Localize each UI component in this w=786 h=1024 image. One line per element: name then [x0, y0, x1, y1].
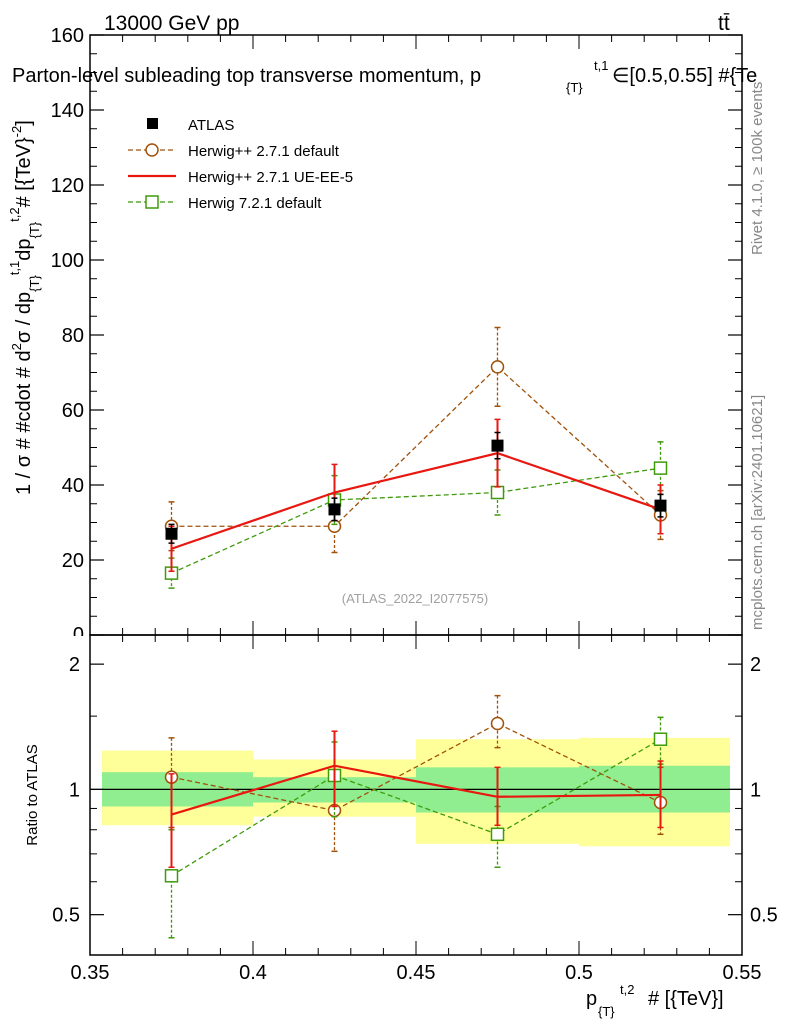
ratio-xtick-label: 0.55 [723, 962, 762, 984]
ratio-xtick-label: 0.5 [565, 962, 593, 984]
main-point-atlas [328, 503, 341, 516]
legend-marker-herwig-default [145, 143, 159, 157]
ratio-series-herwig-2-7-1-ue-ee-5 [168, 730, 664, 869]
x-axis-label: p {T} t,2 # [{TeV}] [586, 982, 724, 1019]
ratio-ytick-label: 0.5 [52, 905, 80, 927]
main-ylabel: 1 / σ # #cdot # d2σ / dp{T}t,1dp{T}t,2# … [7, 120, 42, 495]
ylabel-part: {T} [27, 221, 42, 238]
ylabel-part: t,2 [7, 207, 22, 221]
ylabel-part: σ / dp [13, 292, 35, 343]
process-label: tt̄ [718, 12, 730, 35]
legend-marker-atlas [147, 118, 158, 129]
ratio-ytick-label: 2 [69, 654, 80, 676]
main-point-herwig-7-2-1-default [653, 461, 668, 475]
xlabel-tail: # [{TeV}] [648, 988, 724, 1010]
ratio-point-herwig-7-2-1-default [164, 869, 179, 883]
title-sub: {T} [566, 80, 583, 95]
main-series-herwig-2-7-1-default [164, 326, 668, 554]
ratio-line-herwig-2-7-1-ue-ee-5 [171, 764, 661, 816]
ratio-xtick-label: 0.45 [397, 962, 436, 984]
rivet-label: Rivet 4.1.0, ≥ 100k events [749, 82, 766, 255]
main-line-herwig-2-7-1-ue-ee-5 [171, 451, 661, 550]
main-ytick-label: 100 [51, 250, 84, 272]
ratio-ytick-label-right: 1 [750, 779, 761, 801]
ratio-point-herwig-2-7-1-default [490, 716, 505, 731]
xlabel-main: p [586, 988, 597, 1010]
ylabel-part: 1 / σ # #cdot # d [13, 350, 35, 495]
mcplots-label: mcplots.cern.ch [arXiv:2401.10621] [749, 395, 766, 630]
title-sup: t,1 [594, 58, 608, 73]
main-point-atlas [165, 527, 178, 540]
xlabel-sup: t,2 [620, 982, 634, 997]
main-point-herwig-2-7-1-default [490, 360, 505, 374]
main-series-herwig-7-2-1-default [164, 441, 668, 589]
main-ytick-label: 20 [62, 550, 84, 572]
ratio-ylabel: Ratio to ATLAS [24, 744, 41, 845]
ylabel-part: # [{TeV} [13, 137, 35, 207]
title-tail: ∈[0.5,0.55] #{Te [612, 65, 757, 87]
main-ytick-label: 80 [62, 325, 84, 347]
ylabel-part: -2 [9, 126, 24, 138]
main-panel-series [164, 326, 668, 589]
ylabel-part: dp [13, 238, 35, 260]
legend-marker-herwig721 [145, 195, 159, 209]
ratio-panel-series [164, 694, 668, 939]
ratio-bands [90, 737, 742, 847]
ratio-ytick-label-right: 0.5 [750, 905, 778, 927]
main-series-herwig-2-7-1-ue-ee-5 [168, 418, 664, 572]
main-point-herwig-7-2-1-default [490, 485, 505, 500]
ratio-ytick-label: 1 [69, 779, 80, 801]
zero-label-mask [60, 636, 89, 648]
ylabel-part: ] [13, 120, 35, 126]
main-ytick-label-zero: 0 [73, 624, 84, 646]
xlabel-sub: {T} [598, 1004, 615, 1019]
ratio-ytick-label-right: 2 [750, 654, 761, 676]
ratio-point-herwig-7-2-1-default [653, 732, 668, 746]
analysis-watermark: (ATLAS_2022_I2077575) [342, 591, 488, 606]
main-ytick-label: 120 [51, 175, 84, 197]
ratio-line-herwig-2-7-1-default [171, 722, 661, 812]
main-ytick-label: 60 [62, 400, 84, 422]
axes: 20 40 60 80 100 120 140 160 0 0.35 0.4 0.45 0.5 0.55 0… [51, 25, 778, 984]
legend-label-herwig-ueee5: Herwig++ 2.7.1 UE-EE-5 [188, 169, 353, 186]
ratio-point-herwig-7-2-1-default [490, 827, 505, 842]
ylabel-part: t,1 [7, 261, 22, 275]
ratio-xtick-label: 0.35 [71, 962, 110, 984]
ylabel-part: 2 [9, 343, 24, 350]
main-point-atlas [491, 439, 504, 452]
main-series-atlas [165, 431, 667, 544]
main-ytick-label: 140 [51, 100, 84, 122]
legend: ATLAS Herwig++ 2.7.1 default Herwig++ 2.… [128, 117, 353, 212]
plot-title: Parton-level subleading top transverse m… [12, 58, 757, 95]
energy-label: 13000 GeV pp [104, 12, 239, 35]
ylabel-part: {T} [27, 275, 42, 292]
main-point-atlas [654, 499, 667, 512]
legend-label-herwig-default: Herwig++ 2.7.1 default [188, 143, 340, 160]
main-ytick-label: 40 [62, 475, 84, 497]
legend-label-atlas: ATLAS [188, 117, 234, 134]
ratio-xtick-label: 0.4 [239, 962, 267, 984]
ratio-line-herwig-7-2-1-default [171, 738, 661, 877]
main-line-herwig-2-7-1-default [171, 365, 661, 527]
legend-label-herwig721: Herwig 7.2.1 default [188, 195, 322, 212]
title-main: Parton-level subleading top transverse m… [12, 65, 481, 87]
svg-text:1 / σ # #cdot # d2σ / dp{T}t,1: 1 / σ # #cdot # d2σ / dp{T}t,1dp{T}t,2# … [7, 120, 42, 495]
main-ytick-label: 160 [51, 25, 84, 47]
